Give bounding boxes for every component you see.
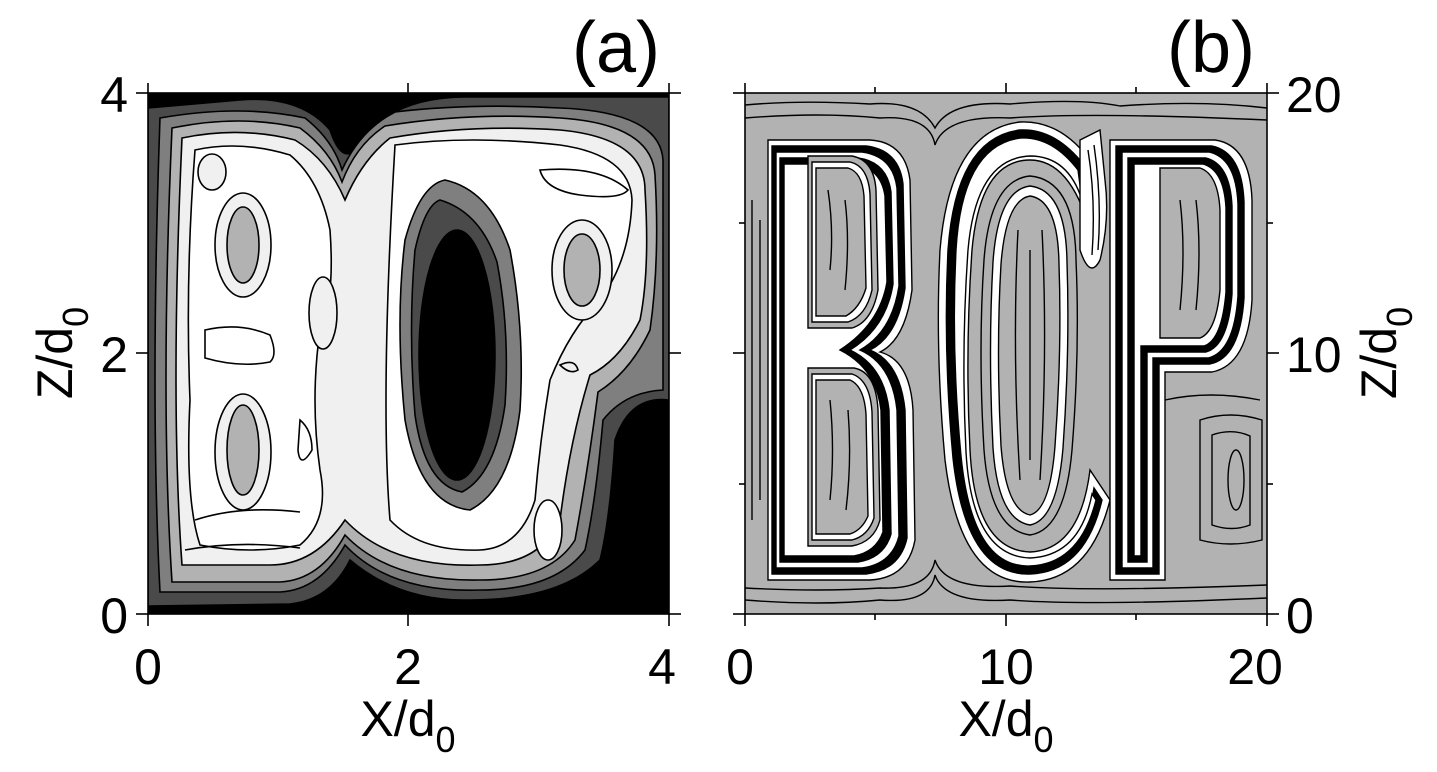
- panel-a-island-right: [563, 233, 601, 307]
- panel-b-label: (b): [1167, 8, 1255, 88]
- panel-a-island-small-left: [197, 153, 227, 191]
- panel-a-xtick-1: 2: [394, 639, 422, 695]
- panel-a-island-mid: [308, 276, 338, 350]
- panel-b-tick-marks: [733, 83, 1279, 626]
- panel-b-ylabel: Z/d0: [1351, 307, 1420, 399]
- panel-a-contour-lines: [184, 168, 630, 551]
- panel-b: 0 10 20 0 10 20 X/d0 Z/d0 (b): [726, 8, 1420, 760]
- panel-b-letter-b: [767, 139, 916, 581]
- panel-a-dark-core: [418, 229, 496, 481]
- panel-a-ytick-0: 0: [100, 588, 128, 644]
- panel-a-xlabel-main: X/d: [360, 691, 435, 747]
- panel-a-island-upper-left: [226, 206, 260, 284]
- panel-b-ylabel-sub: 0: [1379, 307, 1420, 327]
- panel-a-contour-map: [148, 93, 669, 614]
- panel-a-xlabel: X/d0: [360, 691, 455, 760]
- panel-b-xlabel-main: X/d: [958, 691, 1033, 747]
- panel-b-xlabel-sub: 0: [1034, 719, 1054, 760]
- panel-a-xtick-0: 0: [134, 639, 162, 695]
- panel-b-letter-c: [937, 121, 1111, 583]
- panel-a-label: (a): [572, 8, 660, 88]
- panel-a-ytick-2: 4: [100, 67, 128, 123]
- panel-b-ytick-0: 0: [1286, 588, 1314, 644]
- panel-a-island-lower-left: [226, 404, 260, 496]
- panel-b-letter-p: [1109, 139, 1253, 581]
- panel-a-ytick-1: 2: [100, 327, 128, 383]
- panel-b-ytick-1: 10: [1286, 327, 1342, 383]
- panel-b-xtick-1: 10: [978, 639, 1034, 695]
- panel-a-island-bottom-right: [533, 499, 563, 561]
- panel-a-xlabel-sub: 0: [436, 719, 456, 760]
- panel-b-background-lines: [745, 100, 1267, 604]
- panel-a-tick-marks: [136, 83, 681, 626]
- panel-a-ylabel-main: Z/d: [27, 327, 83, 399]
- panel-b-xtick-0: 0: [726, 639, 754, 695]
- panel-b-xtick-2: 20: [1227, 639, 1283, 695]
- panel-b-ylabel-main: Z/d: [1351, 327, 1407, 399]
- panel-a-xtick-2: 4: [648, 639, 676, 695]
- panel-a-ylabel: Z/d0: [27, 307, 96, 399]
- panel-a: 0 2 4 0 2 4 X/d0 Z/d0 (a): [27, 8, 681, 760]
- panel-a-ylabel-sub: 0: [55, 307, 96, 327]
- panel-b-xlabel: X/d0: [958, 691, 1053, 760]
- panel-b-ytick-2: 20: [1286, 67, 1342, 123]
- panel-b-contour-map: [745, 93, 1267, 614]
